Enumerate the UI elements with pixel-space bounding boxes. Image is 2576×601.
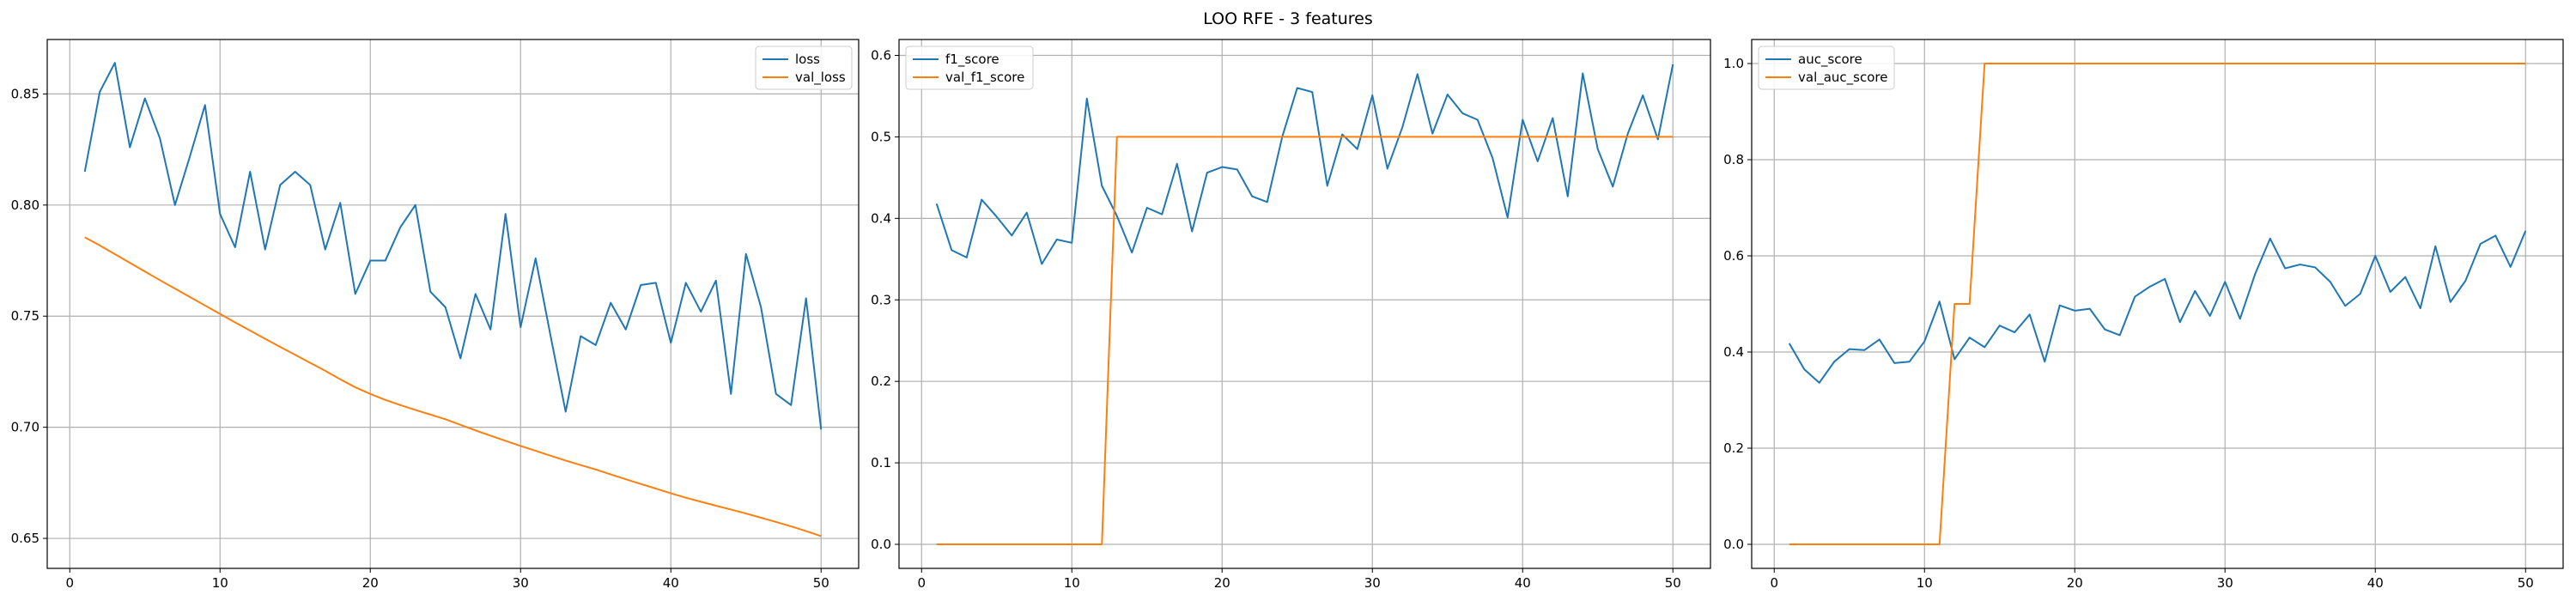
auc-score-x-tick-label: 40 — [2367, 575, 2384, 591]
auc-score-legend-box — [1758, 46, 1895, 90]
f1-score-legend-label-f1-score: f1_score — [945, 52, 999, 68]
loss-chart: 0 10 20 30 40 50 0.65 0.70 0.75 0.80 0.85 loss val_l… — [11, 39, 860, 591]
f1-score-series-f1-score-line — [935, 64, 1674, 265]
auc-score-series-auc-score-line — [1788, 230, 2527, 384]
loss-legend: loss val_loss — [755, 46, 853, 90]
loss-legend-label-loss: loss — [795, 52, 820, 67]
f1-score-y-tick-label: 0.1 — [871, 455, 891, 470]
f1-score-x-tick-label: 20 — [1214, 575, 1230, 591]
f1-score-x-tick-label: 0 — [917, 575, 926, 591]
auc-score-series-val-auc-score-line — [1789, 63, 2526, 545]
auc-score-y-tick-label: 1.0 — [1723, 56, 1744, 71]
f1-score-x-tick-label: 40 — [1515, 575, 1531, 591]
auc-score-y-tick-label: 0.2 — [1723, 440, 1744, 456]
f1-score-y-tick-label: 0.4 — [871, 210, 891, 226]
loss-y-tick-label: 0.70 — [11, 420, 39, 435]
loss-y-tick-label: 0.65 — [11, 531, 39, 546]
auc-score-legend: auc_score val_auc_score — [1758, 46, 1895, 90]
loss-x-tick-label: 10 — [212, 575, 228, 591]
f1-score-legend: f1_score val_f1_score — [905, 46, 1034, 90]
f1-score-y-tick-label: 0.2 — [871, 373, 891, 389]
auc-score-y-tick-label: 0.6 — [1723, 248, 1744, 264]
loss-y-tick-label: 0.85 — [11, 86, 39, 101]
f1-score-legend-label-val-f1-score: val_f1_score — [945, 70, 1024, 86]
auc-score-y-tick-label: 0.4 — [1723, 344, 1744, 360]
loss-y-tick-label: 0.75 — [11, 308, 39, 324]
auc-score-chart: 0 10 20 30 40 50 0.0 0.2 0.4 0.6 0.8 1.0 auc_scoreva… — [1723, 39, 2564, 591]
loss-legend-box — [755, 46, 853, 90]
f1-score-series-val-f1-score-line — [936, 136, 1674, 545]
f1-score-x-tick-label: 10 — [1064, 575, 1080, 591]
loss-legend-label-val-loss: val_loss — [795, 70, 846, 86]
loss-x-tick-label: 20 — [362, 575, 379, 591]
auc-score-legend-label-auc-score: auc_score — [1798, 52, 1862, 68]
f1-score-y-tick-label: 0.3 — [871, 292, 891, 307]
f1-score-axes-frame — [898, 39, 1711, 569]
loss-series-loss-line — [83, 62, 823, 430]
f1-score-chart: 0 10 20 30 40 50 0.0 0.1 0.2 0.3 0.4 0.5 0.6 f1_score… — [871, 39, 1711, 591]
f1-score-x-tick-label: 30 — [1364, 575, 1381, 591]
auc-score-axes-frame — [1751, 39, 2564, 569]
loss-series-val-loss-line — [84, 236, 822, 537]
auc-score-x-tick-label: 10 — [1917, 575, 1933, 591]
loss-x-tick-label: 0 — [65, 575, 74, 591]
f1-score-legend-box — [905, 46, 1034, 90]
f1-score-y-tick-label: 0.6 — [871, 48, 891, 64]
auc-score-legend-label-val-auc-score: val_auc_score — [1798, 70, 1888, 86]
loss-x-tick-label: 50 — [813, 575, 829, 591]
loss-x-tick-label: 30 — [513, 575, 529, 591]
f1-score-x-tick-label: 50 — [1665, 575, 1681, 591]
loss-x-tick-label: 40 — [663, 575, 679, 591]
loss-y-tick-label: 0.80 — [11, 197, 39, 213]
auc-score-x-tick-label: 0 — [1770, 575, 1778, 591]
auc-score-x-tick-label: 20 — [2067, 575, 2083, 591]
auc-score-y-tick-label: 0.0 — [1723, 537, 1744, 552]
auc-score-x-tick-label: 30 — [2217, 575, 2233, 591]
f1-score-y-tick-label: 0.0 — [871, 537, 891, 552]
figure-title: LOO RFE - 3 features — [1203, 9, 1373, 28]
auc-score-x-tick-label: 50 — [2518, 575, 2534, 591]
loss-axes-frame — [46, 39, 860, 569]
f1-score-y-tick-label: 0.5 — [871, 129, 891, 144]
auc-score-y-tick-label: 0.8 — [1723, 152, 1744, 167]
